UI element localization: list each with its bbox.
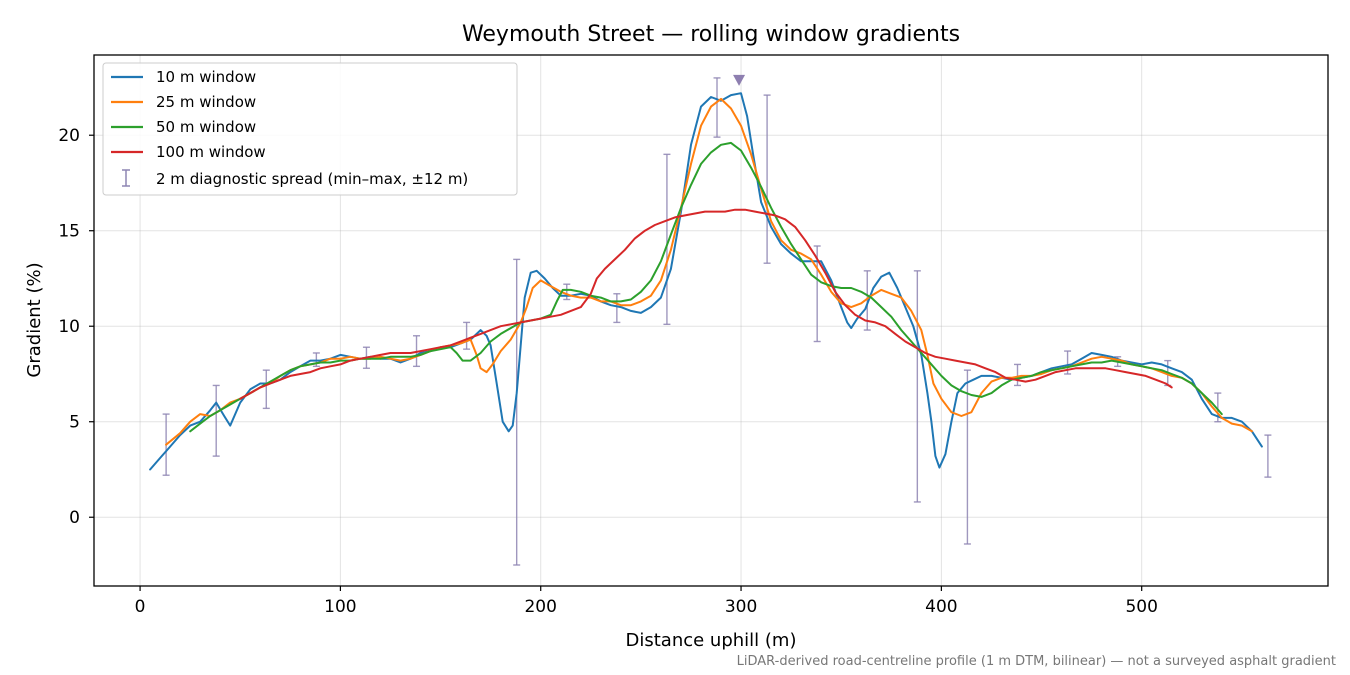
error-bar — [212, 384, 220, 457]
y-tick-label: 5 — [69, 413, 80, 433]
plot-frame — [93, 54, 1329, 587]
peak-marker — [733, 74, 746, 86]
legend-box — [102, 62, 518, 196]
error-bar — [613, 293, 621, 324]
footnote: LiDAR-derived road-centreline profile (1… — [737, 654, 1336, 669]
legend-label-25m: 25 m window — [156, 93, 256, 111]
y-axis-label: Gradient (%) — [24, 262, 45, 377]
error-bar — [713, 77, 721, 138]
error-bar — [963, 369, 971, 545]
chart-title: Weymouth Street — rolling window gradien… — [462, 22, 960, 47]
legend-label-errorbar: 2 m diagnostic spread (min–max, ±12 m) — [156, 170, 468, 188]
series-line-100-m-window — [239, 208, 1173, 400]
peak-marker-layer — [733, 74, 746, 86]
legend: 10 m window 25 m window 50 m window 100 … — [102, 62, 518, 196]
x-tick-label: 400 — [925, 597, 957, 617]
error-bar — [262, 369, 270, 410]
x-tick-label: 500 — [1125, 597, 1157, 617]
y-tick-label: 15 — [58, 222, 80, 242]
error-bar — [913, 270, 921, 503]
error-bar — [463, 321, 471, 350]
y-tick-label: 10 — [58, 317, 80, 337]
x-tick-label: 300 — [725, 597, 757, 617]
error-bar — [763, 94, 771, 264]
legend-label-50m: 50 m window — [156, 118, 256, 136]
error-bar — [563, 283, 571, 301]
x-tick-label: 0 — [135, 597, 146, 617]
legend-label-10m: 10 m window — [156, 68, 256, 86]
x-tick-label: 100 — [324, 597, 356, 617]
error-bar — [513, 258, 521, 566]
axis-ticks: 0 100 200 300 400 500 0 5 10 15 20 — [58, 126, 1158, 617]
error-bar — [1013, 363, 1021, 387]
error-bar — [663, 153, 671, 326]
y-tick-label: 20 — [58, 126, 80, 146]
legend-label-100m: 100 m window — [156, 143, 266, 161]
legend-swatch-errorbar — [122, 169, 130, 187]
error-bar — [1264, 434, 1272, 478]
series-lines — [149, 92, 1263, 471]
y-tick-label: 0 — [69, 508, 80, 528]
x-tick-label: 200 — [524, 597, 556, 617]
x-axis-label: Distance uphill (m) — [626, 630, 797, 651]
